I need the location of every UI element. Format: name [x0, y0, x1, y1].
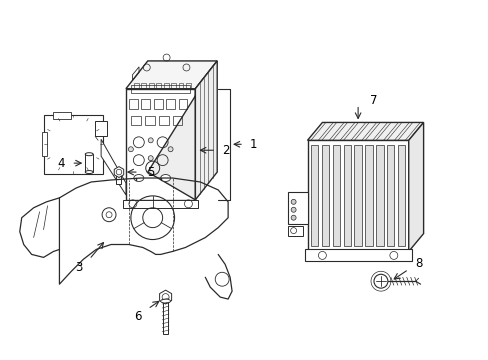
Bar — [134, 83, 139, 89]
Text: 2: 2 — [222, 144, 229, 157]
Polygon shape — [408, 122, 423, 251]
Bar — [41, 132, 46, 156]
Bar — [141, 83, 146, 89]
Bar — [158, 117, 168, 125]
Text: 5: 5 — [146, 166, 154, 179]
Bar — [343, 145, 350, 247]
Text: 1: 1 — [249, 138, 257, 151]
Polygon shape — [20, 198, 60, 284]
Bar — [144, 117, 154, 125]
Bar — [85, 154, 93, 172]
Bar — [310, 145, 318, 247]
Circle shape — [70, 141, 76, 147]
Polygon shape — [122, 200, 198, 208]
Bar — [172, 117, 182, 125]
Bar — [287, 192, 307, 224]
Text: 4: 4 — [58, 157, 65, 170]
Ellipse shape — [161, 299, 170, 303]
Circle shape — [148, 156, 153, 161]
Bar — [141, 99, 150, 109]
Ellipse shape — [65, 117, 81, 172]
Bar — [153, 99, 163, 109]
Text: 6: 6 — [134, 310, 142, 323]
Bar — [95, 121, 107, 136]
Polygon shape — [60, 178, 228, 284]
Circle shape — [373, 274, 387, 288]
Polygon shape — [114, 167, 123, 177]
Polygon shape — [307, 140, 408, 251]
Ellipse shape — [85, 171, 93, 174]
Polygon shape — [307, 122, 423, 140]
Ellipse shape — [134, 175, 143, 181]
Bar — [287, 226, 302, 235]
Polygon shape — [71, 117, 78, 172]
Text: 7: 7 — [369, 94, 377, 107]
Circle shape — [148, 138, 153, 143]
Bar — [53, 112, 71, 120]
Circle shape — [290, 199, 296, 204]
Text: 8: 8 — [415, 257, 422, 270]
Bar — [131, 85, 190, 93]
Bar — [365, 145, 372, 247]
Bar — [375, 145, 383, 247]
Polygon shape — [126, 89, 195, 200]
Bar — [304, 249, 411, 261]
Bar — [185, 83, 190, 89]
Polygon shape — [147, 61, 217, 200]
Polygon shape — [195, 61, 217, 200]
Polygon shape — [101, 139, 126, 195]
Bar — [386, 145, 394, 247]
Bar — [166, 99, 175, 109]
Bar — [156, 83, 161, 89]
Bar — [163, 297, 168, 334]
Bar — [332, 145, 340, 247]
Ellipse shape — [161, 175, 170, 181]
Bar — [163, 83, 168, 89]
Circle shape — [290, 207, 296, 212]
Bar — [178, 83, 183, 89]
Bar — [131, 117, 141, 125]
Bar — [178, 99, 187, 109]
Bar — [43, 114, 103, 174]
Text: 3: 3 — [76, 261, 83, 274]
Ellipse shape — [71, 117, 85, 172]
Bar — [116, 172, 121, 184]
Bar — [397, 145, 405, 247]
Polygon shape — [126, 61, 217, 89]
Circle shape — [168, 147, 173, 152]
Bar — [148, 83, 153, 89]
Polygon shape — [159, 290, 171, 304]
Circle shape — [128, 147, 133, 152]
Ellipse shape — [85, 153, 93, 156]
Circle shape — [290, 215, 296, 220]
Bar — [354, 145, 361, 247]
Bar — [321, 145, 328, 247]
Bar — [171, 83, 176, 89]
Bar — [129, 99, 138, 109]
